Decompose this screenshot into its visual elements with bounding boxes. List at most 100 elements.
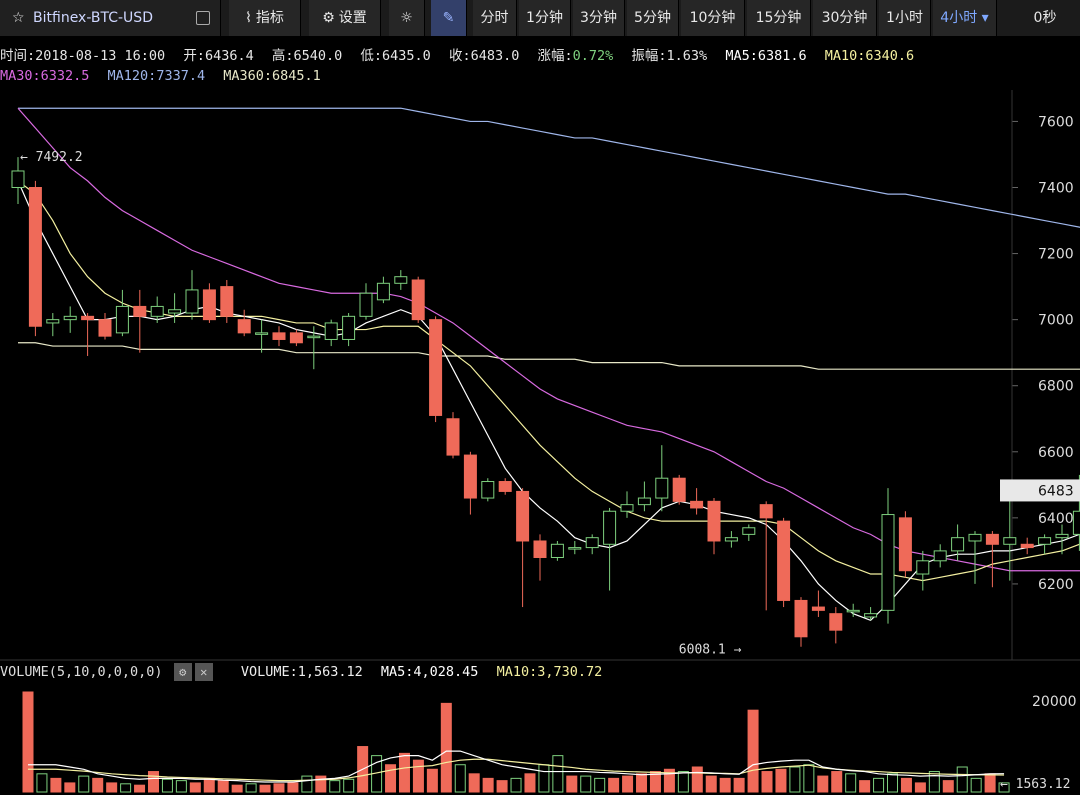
interval-button[interactable]: 3分钟	[573, 0, 625, 36]
candle-body	[516, 490, 530, 542]
candle-body	[81, 315, 95, 321]
candle-body	[1038, 537, 1052, 545]
volume-bar	[189, 782, 201, 793]
indicators-button[interactable]: ⌇ 指标	[229, 0, 301, 36]
interval-button[interactable]: 1小时	[879, 0, 931, 36]
pencil-icon: ✎	[442, 10, 455, 26]
candle-body	[533, 540, 547, 558]
volume-bar	[468, 773, 480, 793]
volume-bar	[705, 775, 717, 793]
volume-bar	[845, 773, 857, 793]
volume-ma10-line	[28, 758, 1005, 782]
symbol-selector[interactable]: ☆ Bitfinex-BTC-USD	[0, 0, 221, 36]
interval-label: 1小时	[886, 10, 923, 26]
interval-label: 15分钟	[755, 10, 802, 26]
volume-bar	[426, 768, 438, 793]
candle-body	[933, 550, 947, 562]
volume-bar	[134, 784, 146, 793]
candle-body	[446, 418, 460, 456]
price-tick-label: 7200	[1038, 247, 1074, 263]
interval-button[interactable]: 1分钟	[519, 0, 571, 36]
candle-body	[829, 613, 843, 631]
info-time: 时间:2018-08-13 16:00	[0, 48, 166, 64]
ma360-line	[18, 342, 1080, 370]
candle-body	[220, 286, 234, 317]
volume-bar	[817, 775, 829, 793]
volume-bar	[873, 777, 885, 793]
volume-bar	[496, 780, 508, 793]
candle-body	[28, 187, 42, 327]
interval-button[interactable]: 10分钟	[681, 0, 745, 36]
gear-icon: ⚙	[322, 10, 335, 26]
volume-bar	[719, 777, 731, 793]
volume-bar	[106, 782, 118, 793]
price-tick-label: 6800	[1038, 379, 1074, 395]
candle-body	[463, 454, 477, 499]
candle-body	[568, 547, 582, 550]
toolbar: ☆ Bitfinex-BTC-USD ⌇ 指标 ⚙ 设置 ☼ ✎ 分时 1分钟 3分钟 5…	[0, 0, 1080, 36]
candle-body	[376, 282, 390, 301]
volume-bar	[622, 775, 634, 793]
volume-settings-icon[interactable]: ⚙	[173, 663, 192, 681]
price-tick-label: 7000	[1038, 313, 1074, 329]
candle-body	[898, 517, 912, 572]
star-icon[interactable]: ☆	[12, 10, 25, 26]
interval-button[interactable]: 15分钟	[747, 0, 811, 36]
candle-body	[881, 514, 895, 611]
interval-button[interactable]: 5分钟	[627, 0, 679, 36]
ma10-line	[17, 180, 1080, 582]
volume-bar	[259, 784, 271, 793]
interval-label: 4小时	[940, 10, 978, 26]
candle-body	[759, 504, 773, 519]
volume-close-icon[interactable]: ✕	[194, 663, 213, 681]
price-tick-label: 7400	[1038, 181, 1074, 197]
candle-body	[951, 537, 965, 552]
candle-body	[359, 292, 373, 317]
volume-bar	[998, 782, 1010, 793]
countdown: 0秒	[1010, 0, 1080, 36]
info-ma10: MA10:6340.6	[824, 48, 915, 64]
popout-icon[interactable]	[196, 11, 210, 25]
volume-bar	[315, 775, 327, 793]
volume-ma10: MA10:3,730.72	[496, 664, 603, 680]
interval-button[interactable]: 30分钟	[813, 0, 877, 36]
volume-bar	[663, 768, 675, 793]
candle-body	[429, 319, 443, 416]
candle-body	[968, 533, 982, 542]
volume-bar	[217, 780, 229, 793]
candle-body	[133, 305, 147, 317]
candle-body	[742, 527, 756, 535]
volume-bar	[510, 777, 522, 793]
draw-tool-button[interactable]: ✎	[431, 0, 467, 36]
interval-button[interactable]: 分时	[473, 0, 517, 36]
candle-body	[777, 520, 791, 601]
candle-body	[864, 613, 878, 618]
candle-body	[794, 599, 808, 638]
current-price-label: 6483	[1038, 483, 1074, 499]
volume-bar	[482, 777, 494, 793]
info-ma30: MA30:6332.5	[0, 68, 90, 84]
volume-bar	[594, 777, 606, 793]
ma30-line	[17, 107, 1080, 572]
volume-bar	[36, 773, 48, 793]
candle-body	[411, 279, 425, 321]
candle-body	[637, 497, 651, 506]
volume-bar	[92, 777, 104, 793]
volume-bar	[538, 764, 550, 793]
interval-button[interactable]: 4小时 ▾	[933, 0, 997, 36]
settings-button[interactable]: ⚙ 设置	[309, 0, 381, 36]
indicators-label: 指标	[255, 10, 284, 26]
high-price-marker: ← 7492.2	[20, 150, 83, 165]
volume-tick-label: 20000	[1032, 694, 1077, 710]
volume-bar	[956, 766, 968, 793]
interval-label: 1分钟	[526, 10, 563, 26]
theme-toggle-button[interactable]: ☼	[389, 0, 425, 36]
candle-body	[150, 305, 164, 317]
candle-body	[672, 477, 686, 502]
interval-label: 分时	[480, 10, 509, 26]
volume-bar	[928, 771, 940, 793]
volume-indicator-label: VOLUME(5,10,0,0,0,0)	[0, 664, 163, 680]
ma-info-line: MA30:6332.5 MA120:7337.4 MA360:6845.1	[0, 68, 321, 84]
info-high: 高:6540.0	[271, 48, 343, 64]
